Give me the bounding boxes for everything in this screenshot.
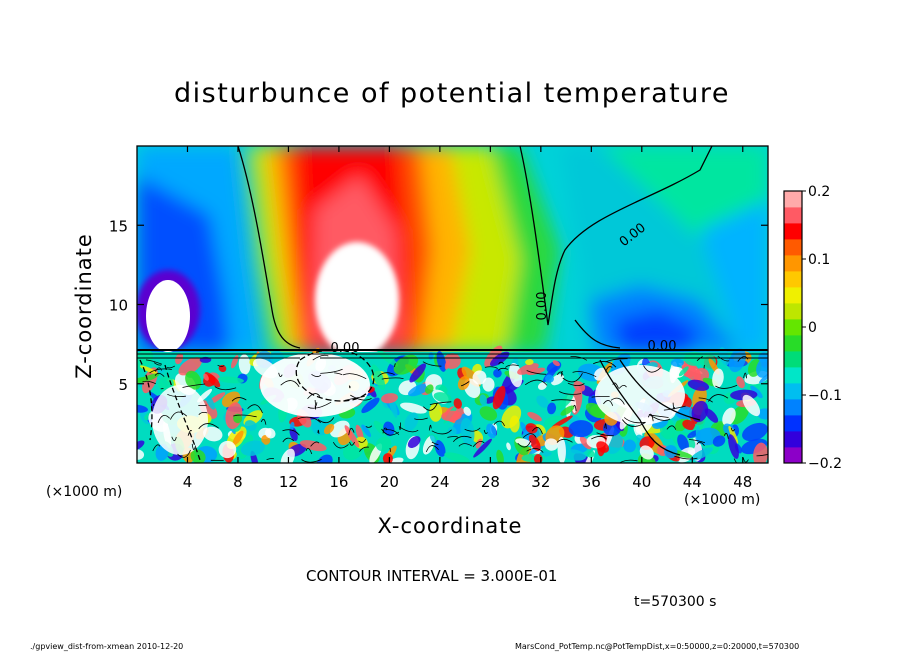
colorbar-band xyxy=(784,303,802,320)
x-axis-unit-left: (×1000 m) xyxy=(46,484,123,500)
colorbar-band xyxy=(784,191,802,208)
chart-title: disturbunce of potential temperature xyxy=(174,78,730,109)
x-tick-label: 28 xyxy=(481,473,500,491)
x-tick-label: 4 xyxy=(183,473,193,491)
x-tick-label: 32 xyxy=(531,473,550,491)
colorbar-band xyxy=(784,367,802,384)
x-tick-label: 16 xyxy=(329,473,348,491)
x-axis: 4 8 12 16 20 24 28 32 36 40 44 48 xyxy=(183,146,752,491)
field-layer xyxy=(137,146,768,463)
colorbar-tick-label: 0.1 xyxy=(808,252,830,268)
contour-lines xyxy=(137,146,768,461)
x-tick-label: 20 xyxy=(380,473,399,491)
x-tick-label: 40 xyxy=(632,473,651,491)
time-label: t=570300 s xyxy=(634,594,717,610)
x-tick-label: 12 xyxy=(279,473,298,491)
colorbar-tick-label: 0.2 xyxy=(808,184,830,200)
contour-interval: CONTOUR INTERVAL = 3.000E-01 xyxy=(306,567,558,585)
x-tick-label: 8 xyxy=(233,473,243,491)
y-tick-label: 5 xyxy=(118,376,128,394)
x-axis-unit-right: (×1000 m) xyxy=(684,492,761,508)
contour-label: 0.00 xyxy=(331,341,360,356)
y-axis-label: Z-coordinate xyxy=(72,233,96,379)
colorbar-band xyxy=(784,383,802,400)
colorbar-band xyxy=(784,319,802,336)
footer-left: ./gpview_dist-from-xmean 2010-12-20 xyxy=(30,642,184,651)
y-tick-label: 15 xyxy=(109,217,128,235)
x-tick-label: 48 xyxy=(733,473,752,491)
contour-label: 0.00 xyxy=(535,292,550,321)
y-axis: 5 10 15 xyxy=(109,217,768,394)
colorbar-band xyxy=(784,399,802,416)
colorbar-tick-label: 0 xyxy=(808,320,817,336)
colorbar-band xyxy=(784,207,802,224)
colorbar-band xyxy=(784,335,802,352)
colorbar: 0.2 0.1 0 −0.1 −0.2 xyxy=(783,184,842,472)
colorbar-band xyxy=(784,351,802,368)
colorbar-band xyxy=(784,223,802,240)
colorbar-band xyxy=(784,447,802,464)
x-tick-label: 36 xyxy=(582,473,601,491)
x-tick-label: 24 xyxy=(430,473,449,491)
colorbar-band xyxy=(784,415,802,432)
footer-right: MarsCond_PotTemp.nc@PotTempDist,x=0:5000… xyxy=(515,642,800,651)
contour-label: 0.00 xyxy=(648,339,677,354)
x-tick-label: 44 xyxy=(683,473,702,491)
colorbar-band xyxy=(784,239,802,256)
colorbar-tick-label: −0.2 xyxy=(808,456,842,472)
colorbar-band xyxy=(784,287,802,304)
colorbar-band xyxy=(784,431,802,448)
x-axis-label-text: X-coordinate xyxy=(377,514,523,538)
x-axis-label: X-coordinate xyxy=(0,514,904,538)
colorbar-tick-label: −0.1 xyxy=(808,388,842,404)
y-tick-label: 10 xyxy=(109,297,128,315)
colorbar-band xyxy=(784,255,802,272)
colorbar-band xyxy=(784,271,802,288)
